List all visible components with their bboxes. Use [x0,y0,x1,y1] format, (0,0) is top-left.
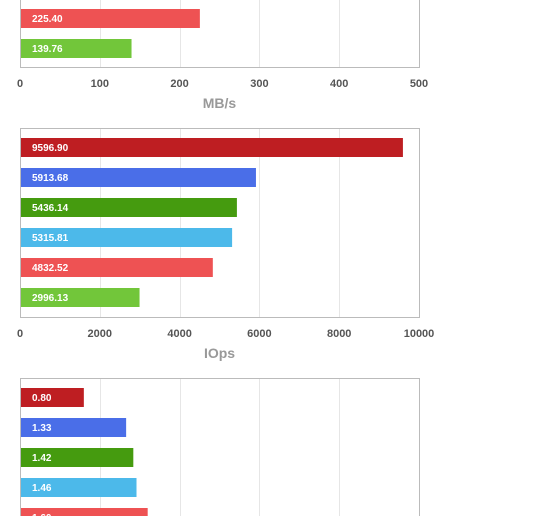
x-tick-label: 10000 [404,328,435,340]
x-tick-label: 500 [410,78,428,90]
x-axis-title: MB/s [203,95,237,111]
bar [21,418,127,437]
bar-value-label: 2996.13 [32,293,69,304]
bar-value-label: 139.76 [32,44,63,55]
chart-latency: 0.80 1.33 1.42 1.46 1.60 [20,378,420,516]
plot-frame [20,128,420,318]
bar [21,478,137,497]
bar [21,288,140,307]
bar [21,138,403,157]
x-tick-label: 8000 [327,328,351,340]
bar-value-label: 5436.14 [32,203,69,214]
bar-value-label: 1.33 [32,423,52,434]
bar [21,448,134,467]
x-tick-label: 400 [330,78,348,90]
bar [21,198,237,217]
bar-value-label: 0.80 [32,393,52,404]
x-tick-label: 2000 [88,328,112,340]
bar [21,508,148,516]
bar-value-label: 9596.90 [32,143,69,154]
bar-value-label: 225.40 [32,14,63,25]
plot-frame [20,0,420,68]
plot-frame [20,378,420,516]
bar-value-label: 1.42 [32,453,52,464]
bar-value-label: 5913.68 [32,173,69,184]
bar [21,258,213,277]
x-tick-label: 0 [17,328,23,340]
bar [21,9,200,28]
bar [21,388,84,407]
bar [21,228,233,247]
chart-iops: 9596.90 5913.68 5436.14 5315.81 4832.52 2996.… [17,128,434,361]
x-axis-title: IOps [204,345,235,361]
chart-throughput: 225.40 139.76 0 100 200 300 400 500 MB/s [17,0,428,111]
bar-value-label: 1.46 [32,483,52,494]
x-tick-label: 0 [17,78,23,90]
bar [21,39,132,58]
bar-value-label: 5315.81 [32,233,69,244]
bar-value-label: 4832.52 [32,263,69,274]
x-tick-label: 6000 [247,328,271,340]
x-tick-label: 4000 [167,328,191,340]
x-tick-label: 300 [250,78,268,90]
x-tick-label: 100 [91,78,109,90]
bar-value-label: 1.60 [32,513,52,516]
x-tick-label: 200 [170,78,188,90]
bar [21,168,256,187]
